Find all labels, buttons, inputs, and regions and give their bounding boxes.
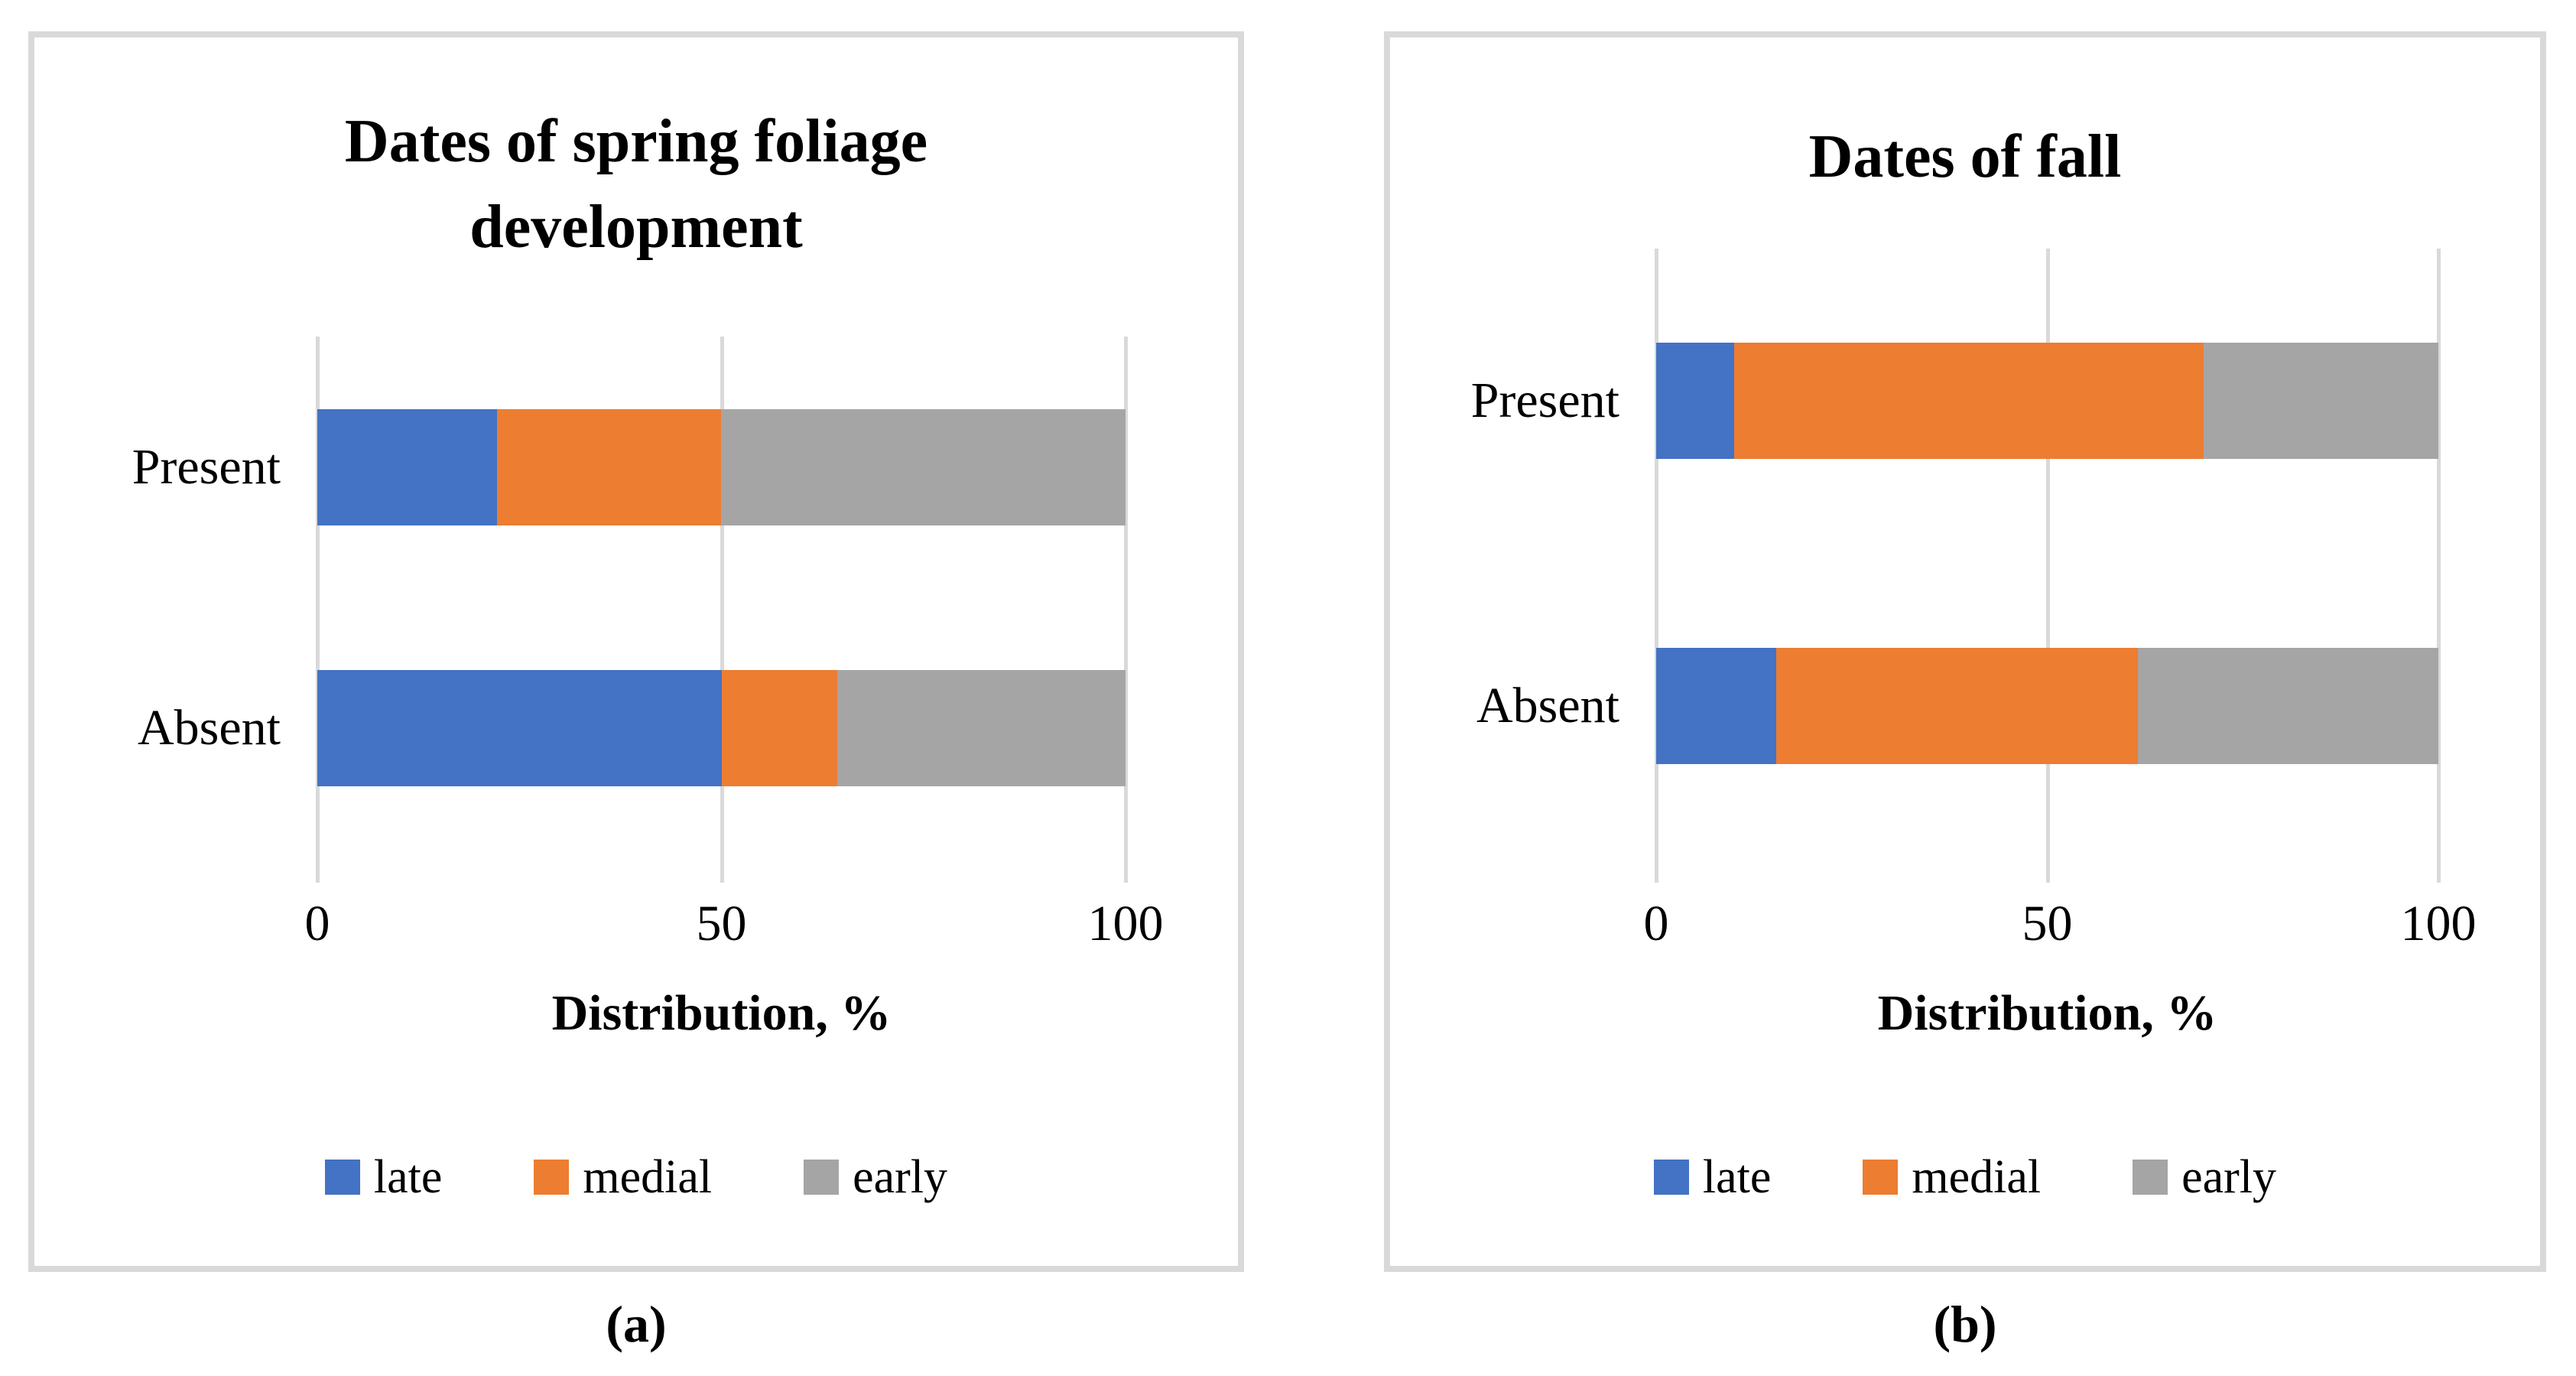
category-label: Present: [132, 438, 281, 495]
bar-segment-late: [1656, 343, 1735, 460]
chart-panel-a: Dates of spring foliage development Prese…: [28, 31, 1244, 1355]
x-axis-title: Distribution, %: [551, 985, 892, 1041]
bar-segment-medial: [1776, 647, 2138, 764]
legend-item-early: early: [2133, 1150, 2276, 1204]
category-axis: Present Absent: [34, 337, 317, 858]
legend-swatch-medial: [534, 1160, 570, 1195]
legend-label: early: [2181, 1151, 2277, 1203]
x-tick-label-100: 100: [1087, 896, 1164, 951]
legend-label: early: [853, 1151, 948, 1203]
bar-segment-early: [2204, 343, 2438, 460]
category-label: Absent: [138, 699, 281, 756]
bar-segment-early: [2137, 647, 2438, 764]
plot-area: [1655, 249, 2441, 883]
legend-label: late: [373, 1151, 443, 1203]
gridline-x-0: [316, 337, 320, 883]
x-tick-label-50: 50: [2022, 896, 2073, 951]
bar-segment-medial: [1734, 343, 2204, 460]
x-axis-title: Distribution, %: [1877, 985, 2217, 1041]
x-tick-label-0: 0: [1643, 896, 1669, 951]
bar-segment-late: [317, 669, 722, 786]
x-tick-label-50: 50: [696, 896, 747, 951]
legend-swatch-early: [804, 1160, 840, 1195]
legend-swatch-late: [324, 1160, 360, 1195]
legend: late medial early: [34, 1150, 1238, 1204]
category-label: Present: [1470, 372, 1619, 429]
stacked-bar-present: [317, 408, 1126, 525]
legend-item-medial: medial: [1863, 1150, 2041, 1204]
stacked-bar-present: [1656, 343, 2438, 460]
legend-item-early: early: [804, 1150, 947, 1204]
category-axis: Present Absent: [1390, 249, 1656, 858]
category-label: Absent: [1476, 677, 1619, 734]
legend-swatch-medial: [1863, 1160, 1899, 1195]
legend-swatch-late: [1653, 1160, 1689, 1195]
gridline-x-100: [2437, 249, 2441, 883]
legend-item-medial: medial: [534, 1150, 712, 1204]
legend-label: late: [1702, 1151, 1772, 1203]
gridline-x-50: [2045, 249, 2050, 883]
chart-box-a: Dates of spring foliage development Prese…: [28, 31, 1244, 1272]
legend-label: medial: [1912, 1151, 2042, 1203]
stacked-bar-absent: [317, 669, 1126, 786]
legend-item-late: late: [324, 1150, 443, 1204]
legend: late medial early: [1390, 1150, 2540, 1204]
bar-segment-early: [836, 669, 1126, 786]
bar-band-absent: [1656, 554, 2438, 859]
x-tick-label-100: 100: [2400, 896, 2477, 951]
chart-title: Dates of spring foliage development: [34, 99, 1238, 270]
bar-segment-medial: [721, 669, 837, 786]
bar-segment-late: [1656, 647, 1777, 764]
bar-segment-late: [317, 408, 497, 525]
chart-panel-b: Dates of fall Present Absent Distribution…: [1384, 31, 2546, 1355]
gridline-x-0: [1655, 249, 1658, 883]
bar-band-absent: [317, 597, 1126, 858]
gridline-x-50: [720, 337, 724, 883]
bar-segment-medial: [496, 408, 722, 525]
stacked-bar-absent: [1656, 647, 2438, 764]
legend-item-late: late: [1653, 1150, 1772, 1204]
legend-label: medial: [583, 1151, 713, 1203]
chart-title-line: development: [469, 194, 803, 261]
panel-caption: (a): [606, 1295, 667, 1353]
bar-segment-early: [721, 408, 1126, 525]
x-tick-label-0: 0: [304, 896, 330, 951]
bar-band-present: [317, 337, 1126, 597]
chart-title-line: Dates of spring foliage: [344, 108, 928, 175]
plot-area: [316, 337, 1128, 883]
chart-title: Dates of fall: [1390, 114, 2540, 200]
gridline-x-100: [1124, 337, 1128, 883]
panel-caption: (b): [1933, 1295, 1997, 1353]
chart-box-b: Dates of fall Present Absent Distribution…: [1384, 31, 2546, 1272]
chart-title-line: Dates of fall: [1808, 123, 2122, 190]
bar-band-present: [1656, 249, 2438, 554]
legend-swatch-early: [2133, 1160, 2168, 1195]
